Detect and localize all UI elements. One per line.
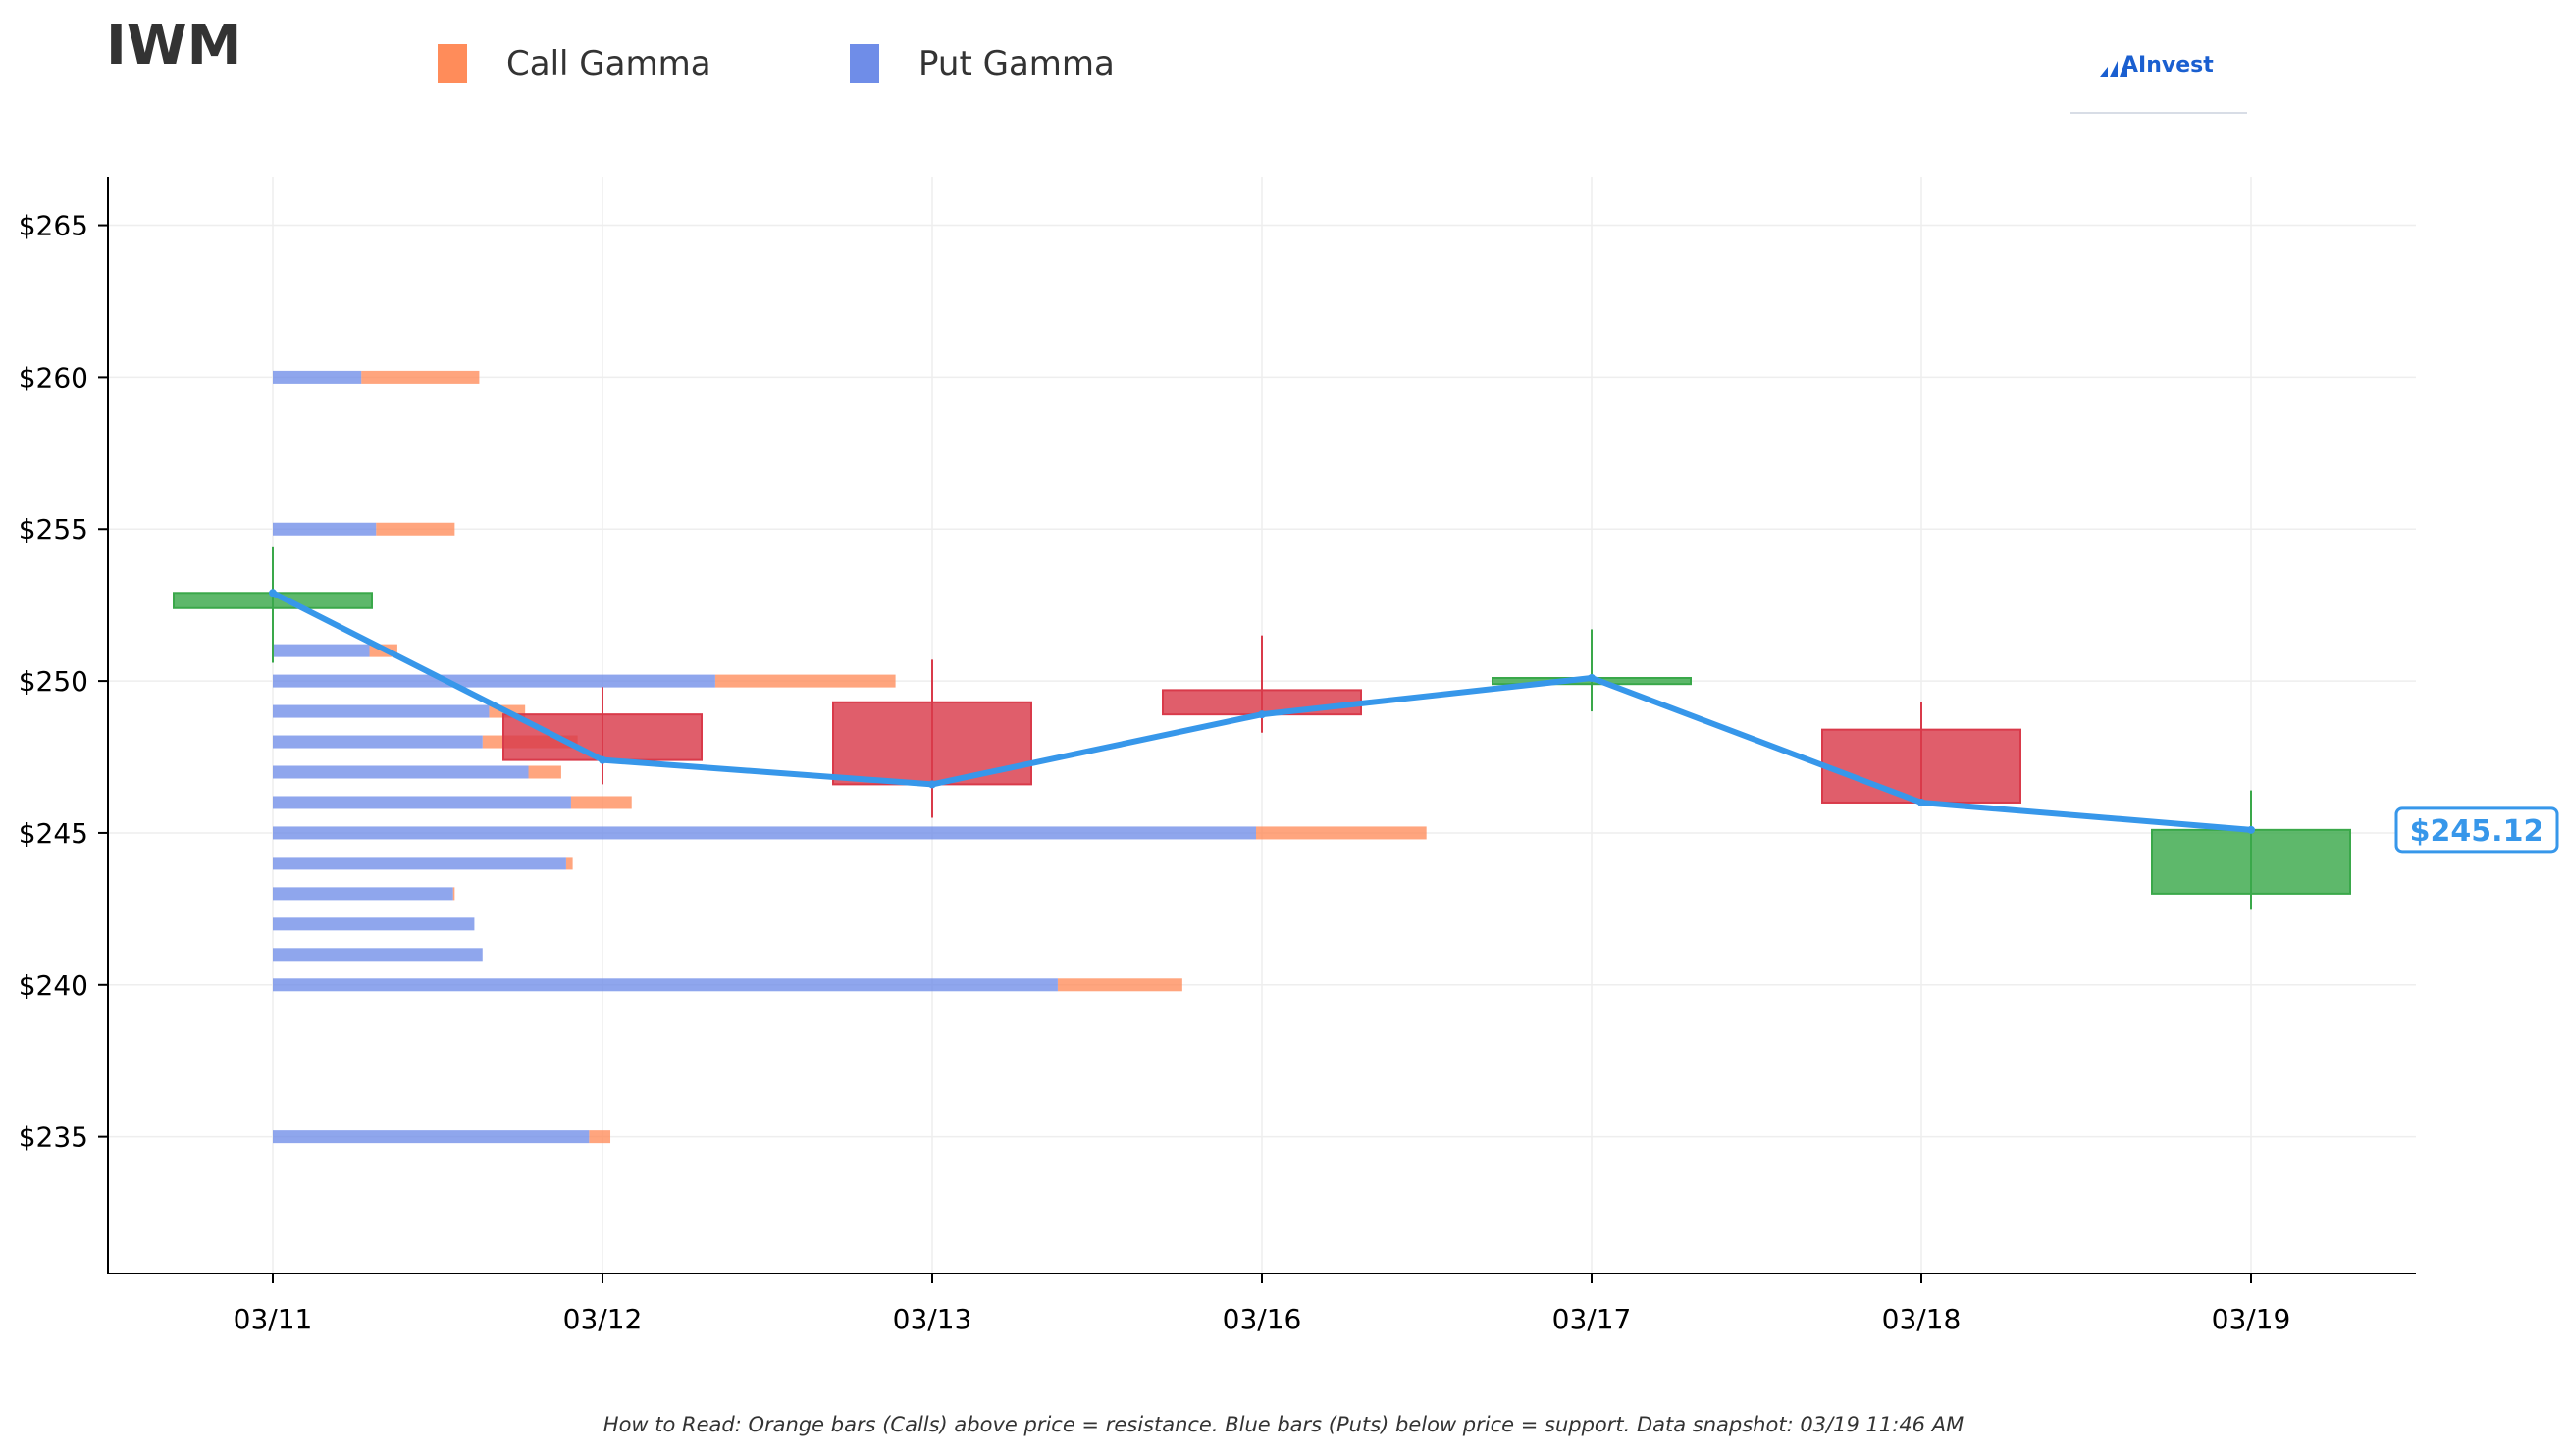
call-gamma-bar — [589, 1130, 611, 1144]
current-price-tag: $245.12 — [2394, 806, 2559, 854]
put-gamma-bar — [273, 796, 571, 809]
candle-body — [1821, 728, 2021, 804]
candle-body — [1162, 689, 1362, 716]
logo-chart-icon — [2100, 55, 2127, 77]
call-gamma-bar — [565, 857, 573, 870]
y-tick-label: $235 — [19, 1121, 88, 1154]
legend-label-put: Put Gamma — [918, 44, 1115, 83]
chart-title: IWM — [106, 14, 242, 78]
put-gamma-bar — [273, 948, 483, 962]
x-tick-label: 03/16 — [1223, 1303, 1302, 1335]
legend-item-put: Put Gamma — [850, 39, 1115, 88]
y-tick-label: $245 — [19, 817, 88, 850]
x-tick-label: 03/11 — [234, 1303, 313, 1335]
call-gamma-bar — [376, 522, 455, 536]
call-swatch — [438, 44, 467, 83]
candle-body — [502, 713, 703, 761]
x-tick-label: 03/17 — [1552, 1303, 1632, 1335]
put-gamma-bar — [273, 887, 453, 901]
price-point — [269, 589, 277, 598]
put-gamma-bar — [273, 704, 490, 718]
y-tick-label: $265 — [19, 210, 88, 242]
x-tick-label: 03/19 — [2212, 1303, 2291, 1335]
footnote: How to Read: Orange bars (Calls) above p… — [602, 1413, 1965, 1436]
legend-item-call: Call Gamma — [438, 39, 711, 88]
put-swatch — [850, 44, 879, 83]
x-tick-label: 03/18 — [1882, 1303, 1962, 1335]
y-tick-label: $240 — [19, 969, 88, 1002]
call-gamma-bar — [1256, 826, 1427, 840]
price-point — [1588, 673, 1596, 682]
put-gamma-bar — [273, 826, 1256, 840]
y-tick-label: $255 — [19, 513, 88, 546]
put-gamma-bar — [273, 522, 377, 536]
price-point — [928, 780, 936, 789]
y-tick-label: $250 — [19, 665, 88, 698]
gamma-candlestick-chart: $235 $240 $245 $250 $255 $260 $265 03/11 03/12 03… — [19, 177, 2559, 1335]
price-point — [599, 755, 606, 764]
call-gamma-bar — [452, 887, 455, 901]
put-gamma-bar — [273, 978, 1058, 992]
call-gamma-bar — [528, 765, 561, 779]
x-tick-label: 03/13 — [893, 1303, 972, 1335]
logo-text: AInvest — [2122, 53, 2214, 78]
price-point — [1917, 798, 1925, 806]
put-gamma-bar — [273, 674, 715, 688]
put-gamma-bar — [273, 765, 529, 779]
candle-body — [2151, 828, 2351, 895]
put-gamma-bar — [273, 1130, 590, 1144]
put-gamma-bar — [273, 370, 362, 384]
current-price-box — [2394, 806, 2559, 854]
gamma-bars — [273, 370, 1427, 1144]
put-gamma-bar — [273, 644, 370, 657]
call-gamma-bar — [570, 796, 632, 809]
price-point — [1258, 710, 1266, 719]
ainvest-logo: AInvest — [2070, 39, 2247, 114]
ticks: $235 $240 $245 $250 $255 $260 $265 03/11 03/12 03… — [19, 210, 2291, 1335]
legend-label-call: Call Gamma — [506, 44, 711, 83]
x-tick-label: 03/12 — [563, 1303, 643, 1335]
current-price-label: $245.12 — [2410, 814, 2544, 849]
logo-underline — [2070, 112, 2247, 114]
call-gamma-bar — [714, 674, 896, 688]
price-line-group — [269, 589, 2255, 834]
call-gamma-bar — [1057, 978, 1182, 992]
y-tick-label: $260 — [19, 361, 88, 393]
call-gamma-bar — [361, 370, 480, 384]
price-point — [2247, 825, 2255, 834]
put-gamma-bar — [273, 917, 475, 931]
put-gamma-bar — [273, 735, 483, 749]
put-gamma-bar — [273, 857, 566, 870]
